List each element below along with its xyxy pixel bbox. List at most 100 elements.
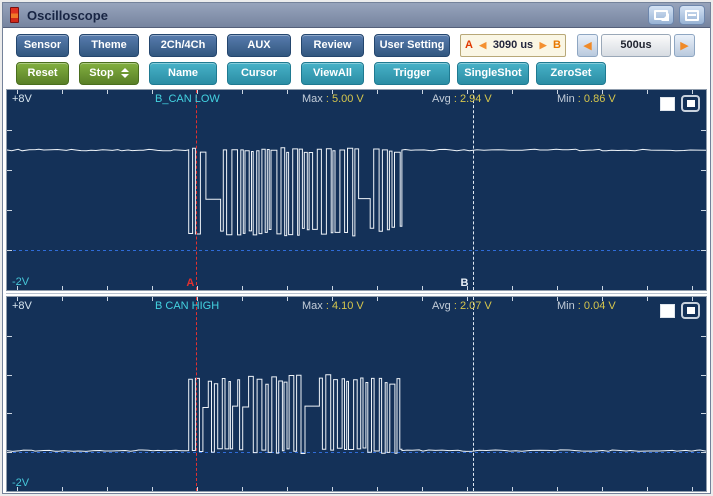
channel-1-header: +8V B_CAN LOW Max : 5.00 V Avg : 2.94 V … xyxy=(7,93,706,112)
time-tick xyxy=(17,297,18,301)
time-tick xyxy=(242,90,243,94)
channel-2-top-scale: +8V xyxy=(12,300,32,312)
time-tick xyxy=(647,297,648,301)
time-tick xyxy=(422,286,423,290)
volt-tick xyxy=(701,210,706,211)
channel-1-select-checkbox[interactable] xyxy=(681,95,700,112)
volt-tick xyxy=(7,250,12,251)
volt-tick xyxy=(7,210,12,211)
time-tick xyxy=(512,487,513,491)
channel-mode-button[interactable]: 2Ch/4Ch xyxy=(149,33,217,57)
stop-button[interactable]: Stop xyxy=(79,61,139,85)
time-tick xyxy=(467,487,468,491)
time-tick xyxy=(557,297,558,301)
time-tick xyxy=(62,297,63,301)
time-tick xyxy=(62,90,63,94)
cursor-a-label: A xyxy=(186,277,195,289)
time-tick xyxy=(332,286,333,290)
cursor-delta-display[interactable]: A ◀ 3090 us ▶ B xyxy=(460,33,566,57)
time-tick xyxy=(332,487,333,491)
time-tick xyxy=(107,297,108,301)
time-tick xyxy=(62,286,63,290)
channel-2-display-checkbox[interactable] xyxy=(660,303,675,318)
channel-1-name[interactable]: B_CAN LOW xyxy=(155,93,220,105)
cursor-a-arrow-icon: ◀ xyxy=(479,39,487,50)
time-tick xyxy=(332,297,333,301)
toolbar-row-1: Sensor Theme 2Ch/4Ch AUX Review User Set… xyxy=(16,33,704,57)
timescale-increase-button[interactable]: ▶ xyxy=(674,33,695,57)
cursor-button[interactable]: Cursor xyxy=(227,61,291,85)
time-tick xyxy=(107,487,108,491)
time-tick xyxy=(602,487,603,491)
window-mode-button[interactable] xyxy=(648,5,674,25)
channel-1-toggles xyxy=(660,95,700,112)
sensor-button[interactable]: Sensor xyxy=(16,33,69,57)
channel-1-display-checkbox[interactable] xyxy=(660,96,675,111)
channel-1-waveform xyxy=(7,147,706,237)
time-tick xyxy=(17,487,18,491)
cursor-a-line[interactable] xyxy=(196,90,198,290)
volt-tick xyxy=(701,374,706,376)
time-tick xyxy=(197,487,198,491)
time-tick xyxy=(152,297,153,301)
trigger-button[interactable]: Trigger xyxy=(374,61,450,85)
time-tick xyxy=(62,487,63,491)
right-triangle-icon: ▶ xyxy=(680,39,689,52)
channel-2-min: Min : 0.04 V xyxy=(557,300,616,312)
time-tick xyxy=(197,286,198,290)
user-setting-button[interactable]: User Setting xyxy=(374,33,450,57)
channel-2-avg: Avg : 2.07 V xyxy=(432,300,492,312)
app-icon xyxy=(10,7,19,23)
zeroset-button[interactable]: ZeroSet xyxy=(536,61,606,85)
timescale-decrease-button[interactable]: ◀ xyxy=(577,33,598,57)
channel-2-max: Max : 4.10 V xyxy=(302,300,364,312)
time-tick xyxy=(152,487,153,491)
volt-tick xyxy=(7,413,12,415)
time-tick xyxy=(287,297,288,301)
window-mode-icon xyxy=(654,10,669,21)
time-tick xyxy=(467,90,468,94)
channel-1-min: Min : 0.86 V xyxy=(557,93,616,105)
time-tick xyxy=(512,90,513,94)
channel-2-toggles xyxy=(660,302,700,319)
volt-tick xyxy=(7,452,12,454)
channel-2-zero-line xyxy=(7,452,706,454)
viewall-button[interactable]: ViewAll xyxy=(301,61,364,85)
time-tick xyxy=(152,286,153,290)
split-view-button[interactable] xyxy=(679,5,705,25)
theme-button[interactable]: Theme xyxy=(79,33,139,57)
time-tick xyxy=(467,297,468,301)
aux-button[interactable]: AUX xyxy=(227,33,291,57)
time-tick xyxy=(287,286,288,290)
cursor-b-arrow-icon: ▶ xyxy=(539,39,547,50)
channel-1-avg: Avg : 2.94 V xyxy=(432,93,492,105)
reset-button[interactable]: Reset xyxy=(16,61,69,85)
window-title: Oscilloscope xyxy=(27,7,108,23)
cursor-b-line[interactable] xyxy=(472,90,474,290)
name-button[interactable]: Name xyxy=(149,61,217,85)
singleshot-button[interactable]: SingleShot xyxy=(457,61,529,85)
time-tick xyxy=(107,286,108,290)
time-tick xyxy=(377,487,378,491)
time-tick xyxy=(197,297,198,301)
title-bar: Oscilloscope xyxy=(3,3,710,28)
channel-1-top-scale: +8V xyxy=(12,93,32,105)
time-tick xyxy=(647,90,648,94)
cursor-b-line-ch2[interactable] xyxy=(472,297,474,491)
time-tick xyxy=(602,297,603,301)
channel-2-select-checkbox[interactable] xyxy=(681,302,700,319)
volt-tick xyxy=(701,250,706,251)
time-tick xyxy=(17,90,18,94)
time-tick xyxy=(422,297,423,301)
review-button[interactable]: Review xyxy=(301,33,364,57)
channel-2-waveform xyxy=(7,374,706,454)
split-view-icon xyxy=(685,9,699,21)
cursor-a-line-ch2[interactable] xyxy=(196,297,198,491)
channel-2-name[interactable]: B CAN HIGH xyxy=(155,300,220,312)
stop-label: Stop xyxy=(89,67,114,79)
timescale-value: 500us xyxy=(601,33,671,57)
channel-separator xyxy=(6,291,707,296)
volt-tick xyxy=(701,170,706,171)
time-tick xyxy=(692,487,693,491)
